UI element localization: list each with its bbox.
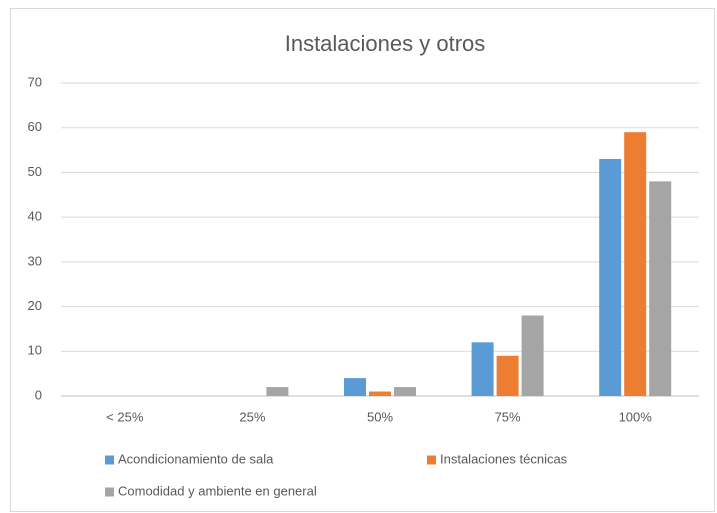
- x-tick-label: 50%: [367, 409, 393, 424]
- y-tick-label: 70: [28, 74, 42, 89]
- y-tick-label: 60: [28, 119, 42, 134]
- y-tick-label: 40: [28, 209, 42, 224]
- y-tick-label: 10: [28, 343, 42, 358]
- legend-label: Instalaciones técnicas: [440, 451, 568, 466]
- bar: [471, 342, 494, 396]
- bar: [266, 387, 289, 396]
- bar: [649, 181, 672, 396]
- x-tick-label: < 25%: [106, 409, 144, 424]
- legend-label: Comodidad y ambiente en general: [118, 483, 317, 498]
- y-tick-label: 30: [28, 253, 42, 268]
- bar: [496, 355, 519, 396]
- bar: [344, 378, 366, 396]
- bar: [369, 391, 391, 396]
- x-tick-label: 25%: [239, 409, 265, 424]
- bar: [624, 132, 647, 396]
- legend-label: Acondicionamiento de sala: [118, 451, 274, 466]
- bar: [599, 159, 622, 396]
- legend-swatch: [105, 487, 114, 497]
- chart-frame: [10, 8, 715, 512]
- bar: [394, 387, 416, 396]
- legend-swatch: [427, 455, 436, 465]
- bar: [521, 315, 544, 396]
- chart-title: Instalaciones y otros: [285, 31, 486, 56]
- y-tick-label: 0: [35, 387, 42, 402]
- legend-swatch: [105, 455, 114, 465]
- x-tick-label: 100%: [619, 409, 653, 424]
- y-tick-label: 50: [28, 164, 42, 179]
- x-tick-label: 75%: [495, 409, 521, 424]
- y-tick-label: 20: [28, 298, 42, 313]
